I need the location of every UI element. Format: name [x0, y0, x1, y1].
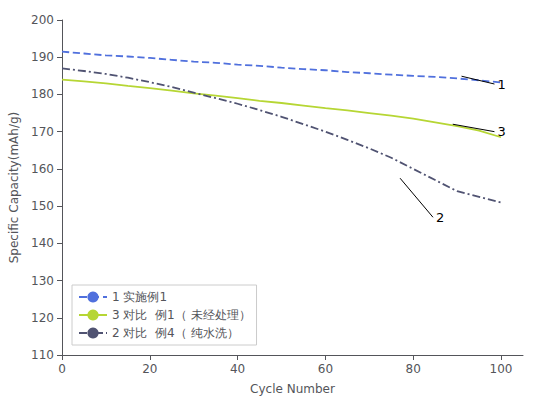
svg-text:180: 180	[31, 87, 54, 101]
svg-text:100: 100	[490, 362, 513, 376]
svg-text:160: 160	[31, 162, 54, 176]
svg-text:Specific Capacity(mAh/g): Specific Capacity(mAh/g)	[7, 112, 21, 264]
svg-text:170: 170	[31, 125, 54, 139]
svg-text:140: 140	[31, 236, 54, 250]
svg-text:120: 120	[31, 311, 54, 325]
svg-text:20: 20	[142, 362, 157, 376]
svg-text:2 对比 例4（ 纯水洗）: 2 对比 例4（ 纯水洗）	[112, 326, 239, 340]
svg-text:1: 1	[497, 77, 505, 92]
svg-text:2: 2	[436, 210, 444, 225]
svg-text:60: 60	[318, 362, 333, 376]
svg-text:130: 130	[31, 274, 54, 288]
svg-text:110: 110	[31, 348, 54, 362]
svg-text:40: 40	[230, 362, 245, 376]
svg-text:1 实施例1: 1 实施例1	[112, 290, 167, 304]
svg-text:3 对比 例1（ 未经处理）: 3 对比 例1（ 未经处理）	[112, 308, 251, 322]
svg-text:Cycle Number: Cycle Number	[250, 382, 335, 396]
svg-text:150: 150	[31, 199, 54, 213]
svg-text:190: 190	[31, 50, 54, 64]
svg-text:200: 200	[31, 13, 54, 27]
svg-text:3: 3	[497, 124, 505, 139]
svg-text:0: 0	[58, 362, 66, 376]
svg-text:80: 80	[406, 362, 421, 376]
